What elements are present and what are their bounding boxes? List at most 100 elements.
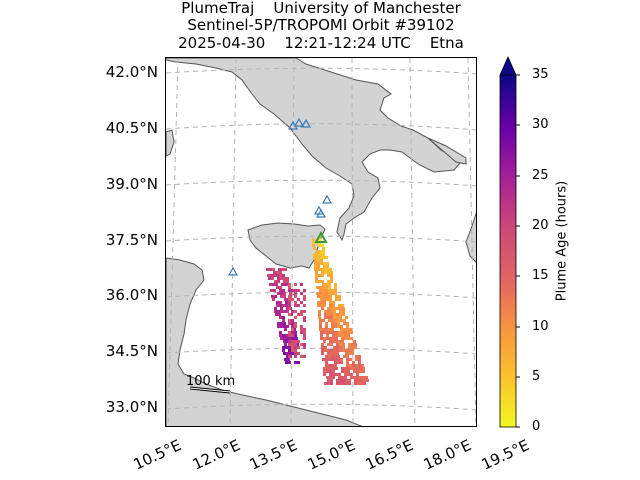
- plume-pixel: [359, 367, 362, 370]
- plume-pixel: [282, 349, 285, 352]
- plume-pixel: [317, 301, 320, 304]
- plume-pixel: [333, 307, 336, 310]
- plume-pixel: [324, 382, 327, 385]
- greece-edge: [465, 212, 476, 263]
- plume-pixel: [294, 352, 297, 355]
- plume-pixel: [331, 355, 334, 358]
- plume-pixel: [294, 316, 297, 319]
- grid-lon-19-5: [467, 58, 476, 426]
- plume-pixel: [348, 352, 351, 355]
- plume-pixel: [279, 304, 282, 307]
- plume-pixel: [285, 334, 288, 337]
- plume-pixel: [322, 358, 325, 361]
- plume-pixel: [286, 352, 289, 355]
- plume-pixel: [314, 259, 317, 262]
- plume-pixel: [321, 343, 324, 346]
- plume-pixel: [328, 355, 331, 358]
- lon-label: 19.5°E: [478, 436, 532, 474]
- plume-pixel: [330, 310, 333, 313]
- plume-pixel: [356, 376, 359, 379]
- plume-pixel: [300, 313, 303, 316]
- plume-pixel: [266, 268, 269, 271]
- plume-pixel: [347, 373, 350, 376]
- plume-pixel: [336, 352, 339, 355]
- plume-pixel: [323, 337, 326, 340]
- plume-pixel: [280, 295, 283, 298]
- plume-pixel: [288, 313, 291, 316]
- plume-pixel: [323, 304, 326, 307]
- plume-pixel: [282, 316, 285, 319]
- plume-pixel: [282, 346, 285, 349]
- plume-pixel: [329, 340, 332, 343]
- plume-pixel: [334, 319, 337, 322]
- plume-pixel: [291, 343, 294, 346]
- plume-pixel: [288, 331, 291, 334]
- map-panel[interactable]: [165, 57, 477, 427]
- plume-pixel: [327, 274, 330, 277]
- plume-pixel: [360, 379, 363, 382]
- colorbar: [499, 56, 520, 428]
- plume-pixel: [360, 382, 363, 385]
- plume-pixel: [335, 337, 338, 340]
- plume-pixel: [318, 244, 321, 247]
- plume-pixel: [317, 304, 320, 307]
- plume-pixel: [326, 265, 329, 268]
- plume-pixel: [288, 304, 291, 307]
- title-line-3: 2025-04-30 12:21-12:24 UTC Etna: [178, 34, 464, 52]
- plume-pixel: [288, 361, 291, 364]
- plume-pixel: [288, 319, 291, 322]
- colorbar-tick-label: 10: [532, 319, 549, 334]
- lat-label: 42.0°N: [105, 63, 158, 81]
- plume-pixel: [276, 271, 279, 274]
- plume-pixel: [294, 325, 297, 328]
- plume-pixel: [349, 328, 352, 331]
- plume-pixel: [335, 331, 338, 334]
- plume-pixel: [350, 373, 353, 376]
- plume-pixel: [325, 325, 328, 328]
- plume-pixel: [358, 358, 361, 361]
- plume-pixel: [278, 313, 281, 316]
- plume-pixel: [339, 346, 342, 349]
- plume-pixel: [294, 346, 297, 349]
- plume-pixel: [350, 331, 353, 334]
- grid-lat-42: [166, 67, 476, 75]
- plume-pixel: [340, 361, 343, 364]
- plume-pixel: [303, 304, 306, 307]
- plume-pixel: [281, 283, 284, 286]
- plume-pixel: [323, 295, 326, 298]
- plume-pixel: [286, 325, 289, 328]
- plume-pixel: [342, 379, 345, 382]
- colorbar-tick-label: 20: [532, 218, 549, 233]
- colorbar-tick-label: 25: [532, 168, 549, 183]
- plume-pixel: [294, 322, 297, 325]
- plume-pixel: [321, 346, 324, 349]
- plume-pixel: [320, 301, 323, 304]
- plume-pixel: [325, 283, 328, 286]
- colorbar-gradient: [499, 74, 517, 428]
- plume-pixel: [300, 331, 303, 334]
- plume-pixel: [323, 373, 326, 376]
- plume-pixel: [344, 337, 347, 340]
- plume-pixel: [331, 325, 334, 328]
- plume-pixel: [316, 250, 319, 253]
- plume-pixel: [317, 262, 320, 265]
- plume-pixel: [288, 298, 291, 301]
- plume-pixel: [355, 364, 358, 367]
- plume-pixel: [288, 343, 291, 346]
- plume-pixel: [284, 268, 287, 271]
- plume-pixel: [288, 307, 291, 310]
- plume-pixel: [275, 313, 278, 316]
- plume-pixel: [270, 274, 273, 277]
- plume-pixel: [285, 361, 288, 364]
- plume-pixel: [330, 271, 333, 274]
- plume-pixel: [342, 346, 345, 349]
- plume-pixel: [340, 358, 343, 361]
- plume-pixel: [355, 355, 358, 358]
- plume-pixel: [332, 337, 335, 340]
- plume-pixel: [314, 265, 317, 268]
- plume-pixel: [319, 250, 322, 253]
- plume-pixel: [335, 334, 338, 337]
- plume-pixel: [331, 328, 334, 331]
- colorbar-tick-label: 15: [532, 268, 549, 283]
- plume-pixel: [269, 268, 272, 271]
